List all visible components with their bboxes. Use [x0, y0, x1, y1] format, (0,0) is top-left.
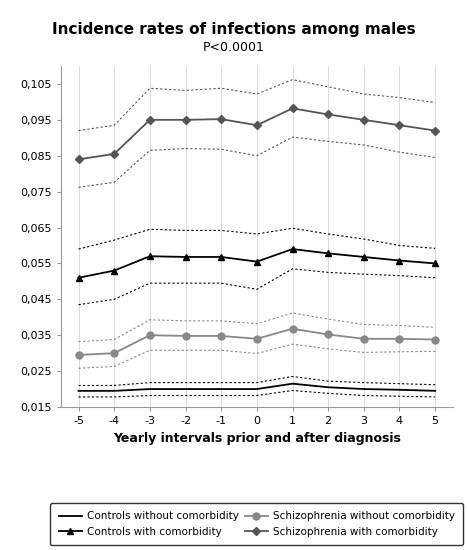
Legend: Controls without comorbidity, Controls with comorbidity, Schizophrenia without c: Controls without comorbidity, Controls w… — [50, 503, 463, 545]
X-axis label: Yearly intervals prior and after diagnosis: Yearly intervals prior and after diagnos… — [113, 432, 401, 444]
Text: P<0.0001: P<0.0001 — [203, 41, 264, 54]
Text: Incidence rates of infections among males: Incidence rates of infections among male… — [52, 22, 415, 37]
